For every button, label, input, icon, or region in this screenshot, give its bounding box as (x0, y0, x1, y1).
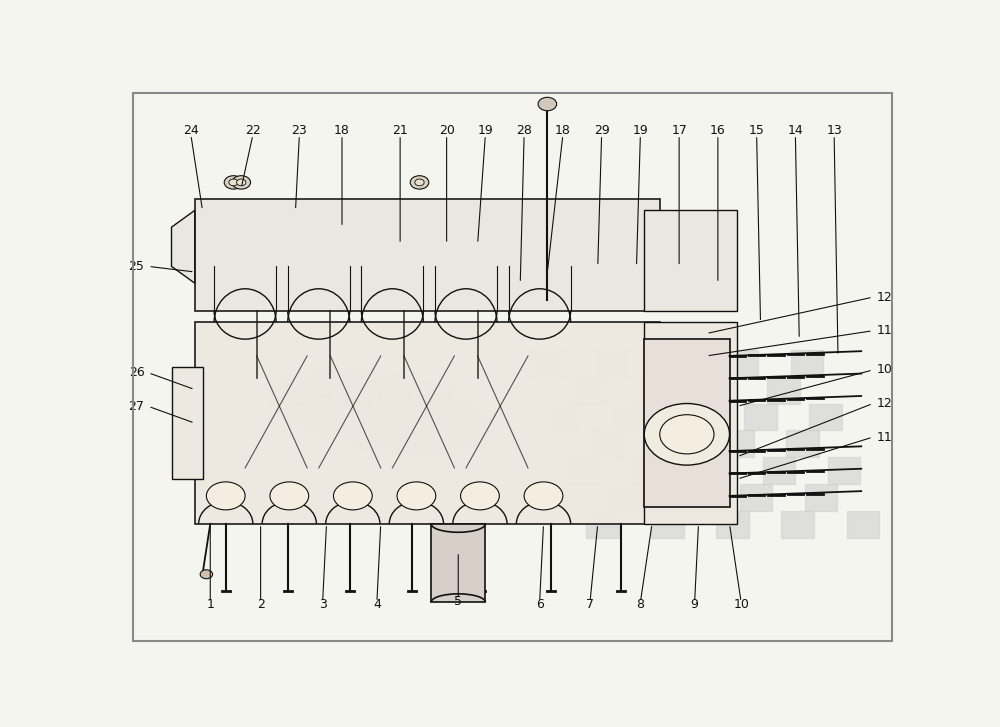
Text: 22: 22 (245, 124, 261, 137)
Text: 2: 2 (257, 598, 265, 611)
Circle shape (397, 482, 436, 510)
Circle shape (644, 403, 730, 465)
Polygon shape (530, 350, 563, 377)
Polygon shape (809, 403, 842, 430)
Text: 19: 19 (478, 124, 493, 137)
Circle shape (538, 97, 557, 111)
Circle shape (206, 482, 245, 510)
Polygon shape (586, 511, 619, 538)
Polygon shape (651, 511, 684, 538)
Circle shape (524, 482, 563, 510)
Circle shape (224, 176, 243, 189)
Text: 11: 11 (877, 324, 893, 337)
Text: 4: 4 (373, 598, 381, 611)
Polygon shape (763, 457, 795, 484)
Polygon shape (781, 511, 814, 538)
Text: 13: 13 (826, 124, 842, 137)
Bar (644, 210, 737, 311)
Polygon shape (702, 377, 735, 403)
Circle shape (660, 414, 714, 454)
Bar (644, 339, 730, 507)
Polygon shape (679, 403, 712, 430)
Polygon shape (572, 377, 605, 403)
Polygon shape (674, 484, 707, 511)
Polygon shape (828, 457, 860, 484)
Text: 18: 18 (555, 124, 571, 137)
Text: 26: 26 (129, 366, 144, 379)
Text: 21: 21 (392, 124, 408, 137)
Polygon shape (661, 350, 693, 377)
Bar (195, 322, 660, 524)
Text: 27: 27 (128, 400, 144, 413)
Text: 28: 28 (516, 124, 532, 137)
Polygon shape (637, 377, 670, 403)
Polygon shape (633, 457, 665, 484)
Polygon shape (609, 484, 642, 511)
Circle shape (200, 570, 213, 579)
Polygon shape (744, 403, 777, 430)
Polygon shape (786, 430, 819, 457)
Text: c a r p a r t: c a r p a r t (288, 383, 458, 412)
Text: 17: 17 (671, 124, 687, 137)
Polygon shape (805, 484, 837, 511)
Polygon shape (614, 403, 647, 430)
Polygon shape (549, 403, 581, 430)
Text: 3: 3 (319, 598, 327, 611)
Text: 10: 10 (733, 598, 749, 611)
Text: 19: 19 (633, 124, 648, 137)
Text: 29: 29 (594, 124, 610, 137)
Circle shape (232, 176, 251, 189)
Polygon shape (791, 350, 823, 377)
Circle shape (237, 179, 246, 186)
Ellipse shape (268, 369, 494, 456)
Circle shape (270, 482, 309, 510)
Polygon shape (656, 430, 688, 457)
Polygon shape (721, 430, 754, 457)
Text: 8: 8 (636, 598, 644, 611)
Polygon shape (740, 484, 772, 511)
Text: 24: 24 (183, 124, 199, 137)
Text: 11: 11 (877, 430, 893, 443)
Polygon shape (568, 457, 600, 484)
Circle shape (461, 482, 499, 510)
Text: 15: 15 (749, 124, 765, 137)
Polygon shape (595, 350, 628, 377)
Text: 14: 14 (788, 124, 803, 137)
Text: 7: 7 (586, 598, 594, 611)
Text: 12: 12 (877, 397, 893, 410)
Polygon shape (698, 457, 730, 484)
Text: 10: 10 (877, 364, 893, 377)
Bar (172, 367, 202, 479)
Circle shape (410, 176, 429, 189)
Text: 1: 1 (206, 598, 214, 611)
Circle shape (333, 482, 372, 510)
Bar (195, 199, 660, 311)
Text: 12: 12 (877, 291, 893, 304)
Polygon shape (767, 377, 800, 403)
Polygon shape (726, 350, 758, 377)
Bar (644, 322, 737, 524)
Text: 18: 18 (334, 124, 350, 137)
Text: 5: 5 (454, 595, 462, 608)
Bar (431, 524, 485, 602)
Text: 16: 16 (710, 124, 726, 137)
Polygon shape (172, 210, 195, 284)
Circle shape (415, 179, 424, 186)
Circle shape (229, 179, 238, 186)
Polygon shape (716, 511, 749, 538)
Text: 20: 20 (439, 124, 455, 137)
Text: 25: 25 (128, 260, 144, 273)
Text: 9: 9 (691, 598, 699, 611)
Text: 23: 23 (292, 124, 307, 137)
Text: 6: 6 (536, 598, 544, 611)
Polygon shape (591, 430, 623, 457)
Polygon shape (847, 511, 879, 538)
